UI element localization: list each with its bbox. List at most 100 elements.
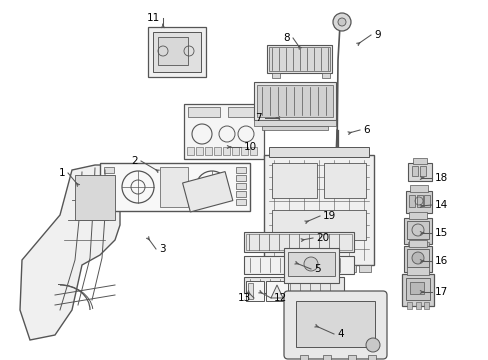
Bar [323,355,330,360]
Bar [343,265,355,272]
Circle shape [337,18,346,26]
Bar [407,270,412,276]
Polygon shape [270,285,283,298]
Bar [406,221,428,239]
Bar [412,158,426,164]
Text: 9: 9 [373,30,380,40]
Bar [187,107,220,117]
Bar [236,175,245,181]
Bar [268,47,329,71]
Text: 2: 2 [131,156,138,166]
Bar [415,270,420,276]
Text: 3: 3 [159,244,165,254]
Bar [148,27,205,77]
Bar [268,265,281,272]
Bar [295,301,374,347]
Bar [407,242,412,248]
Bar [75,175,115,220]
Circle shape [411,252,423,264]
Bar [227,107,260,117]
Text: 15: 15 [434,228,447,238]
Bar [244,256,353,274]
Bar [245,281,264,301]
Bar [236,167,245,173]
Bar [403,218,431,244]
Bar [204,147,212,155]
Bar [214,147,221,155]
Bar [104,191,114,197]
Bar [231,147,239,155]
Bar [415,302,420,309]
Bar [158,37,187,65]
Bar [104,175,114,181]
Bar [241,147,247,155]
Bar [407,163,431,181]
Bar [236,183,245,189]
Bar [409,185,427,192]
Text: 4: 4 [336,329,343,339]
Bar [284,248,338,283]
Bar [249,147,257,155]
Bar [257,85,332,117]
Bar [416,195,422,207]
Bar [160,167,187,207]
Circle shape [304,257,317,271]
Bar [406,267,428,275]
Bar [419,166,425,176]
Text: 17: 17 [434,287,447,297]
Bar [358,265,370,272]
Bar [266,45,331,73]
Bar [415,242,420,248]
Bar [104,183,114,189]
Text: 16: 16 [434,256,447,266]
Bar [271,73,280,78]
Bar [268,147,368,157]
Bar [367,355,375,360]
Text: 11: 11 [146,13,160,23]
FancyBboxPatch shape [182,172,232,212]
Bar [247,283,252,299]
Bar [100,163,249,211]
Bar [347,355,355,360]
Text: 8: 8 [283,33,289,43]
Bar [318,265,330,272]
Text: 12: 12 [273,293,286,303]
Bar [401,274,433,306]
Bar [287,252,334,276]
Bar [408,240,426,247]
Bar [405,191,431,213]
Bar [262,126,327,130]
Bar [104,167,114,173]
Circle shape [332,13,350,31]
Bar [244,277,343,293]
Polygon shape [20,165,120,340]
Text: 7: 7 [255,113,262,123]
Bar [406,249,428,267]
Text: 10: 10 [244,142,257,152]
Text: 6: 6 [362,125,369,135]
Bar [321,73,329,78]
Bar [153,32,201,72]
Circle shape [365,338,379,352]
Bar [264,155,373,265]
Text: 18: 18 [434,173,447,183]
Bar [409,282,423,294]
Bar [236,199,245,205]
Bar [423,270,428,276]
Bar [104,199,114,205]
Bar [405,278,429,300]
Text: 13: 13 [237,293,250,303]
Bar [411,166,417,176]
Bar [265,281,287,301]
Bar [245,234,351,250]
Bar [408,212,426,219]
Bar [408,195,414,207]
Bar [271,163,316,198]
Bar [403,246,431,272]
Bar [236,191,245,197]
Bar [423,195,429,207]
Bar [253,120,335,126]
Text: 20: 20 [315,233,328,243]
Bar [293,265,305,272]
Bar [253,82,335,120]
